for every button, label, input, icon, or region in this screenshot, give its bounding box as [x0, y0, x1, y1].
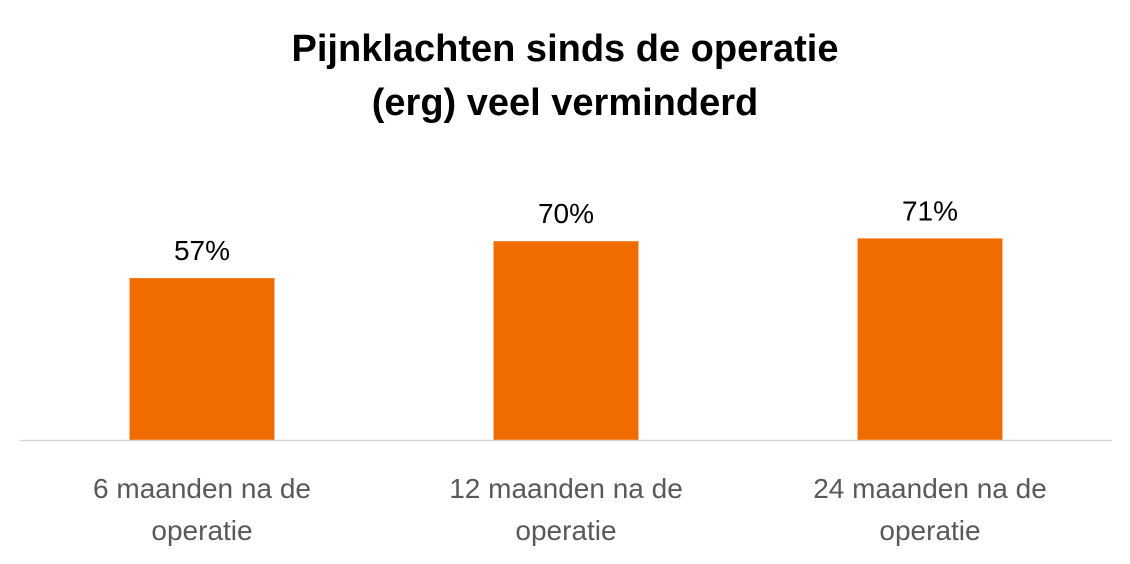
category-label-3-line-1: 24 maanden na de	[813, 473, 1047, 504]
chart-title-line-2: (erg) veel verminderd	[371, 82, 759, 124]
chart-title: Pijnklachten sinds de operatie (erg) vee…	[0, 22, 1130, 130]
category-label-1-line-1: 6 maanden na de	[93, 473, 311, 504]
category-label-2-line-1: 12 maanden na de	[449, 473, 683, 504]
chart-title-line-1: Pijnklachten sinds de operatie	[291, 28, 839, 70]
category-label-3-line-2: operatie	[879, 515, 980, 546]
data-label-2: 70%	[538, 198, 594, 229]
plot-area: 57% 6 maanden na de operatie 70% 12 maanden …	[20, 195, 1112, 546]
bar-2	[493, 241, 639, 440]
category-label-2-line-2: operatie	[515, 515, 616, 546]
bar-1	[129, 278, 275, 440]
bar-3	[857, 238, 1003, 440]
data-label-1: 57%	[174, 235, 230, 266]
category-label-1-line-2: operatie	[151, 515, 252, 546]
data-label-3: 71%	[902, 195, 958, 226]
